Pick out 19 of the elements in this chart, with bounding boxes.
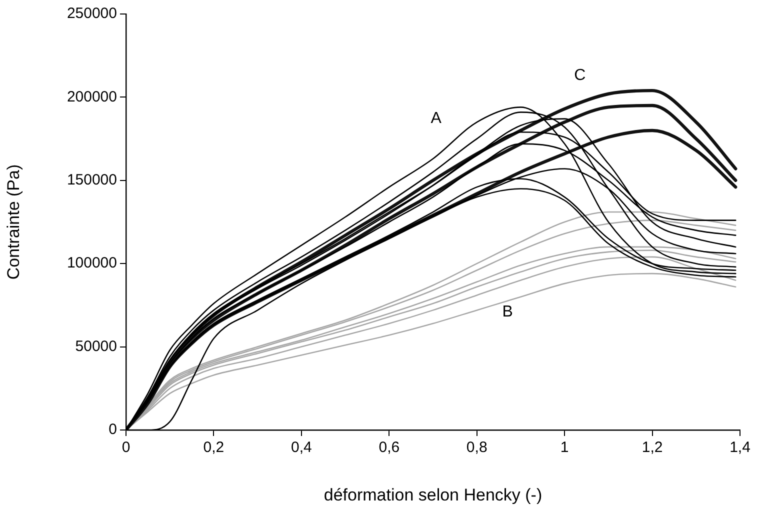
y-tick-label: 150000 bbox=[66, 172, 117, 189]
x-tick-label: 1,2 bbox=[642, 439, 663, 456]
x-tick-label: 1,4 bbox=[730, 439, 750, 456]
x-tick-label: 0 bbox=[122, 439, 130, 456]
y-tick-label: 200000 bbox=[66, 88, 117, 106]
x-tick-label: 0,8 bbox=[466, 439, 488, 456]
y-tick-label: 50000 bbox=[75, 338, 117, 355]
annotation: B bbox=[502, 303, 513, 320]
y-tick-label: 250000 bbox=[66, 5, 117, 22]
annotation: A bbox=[430, 110, 442, 128]
y-axis-title: Contrainte (Pa) bbox=[4, 164, 23, 280]
y-tick-label: 0 bbox=[108, 421, 117, 438]
x-tick-label: 1 bbox=[560, 439, 569, 456]
y-tick-label: 100000 bbox=[66, 254, 117, 272]
x-tick-label: 0,6 bbox=[378, 439, 400, 456]
x-axis-title: déformation selon Hencky (-) bbox=[324, 485, 542, 504]
annotation: C bbox=[574, 66, 586, 84]
x-tick-label: 0,2 bbox=[203, 439, 224, 456]
x-tick-label: 0,4 bbox=[291, 439, 312, 456]
